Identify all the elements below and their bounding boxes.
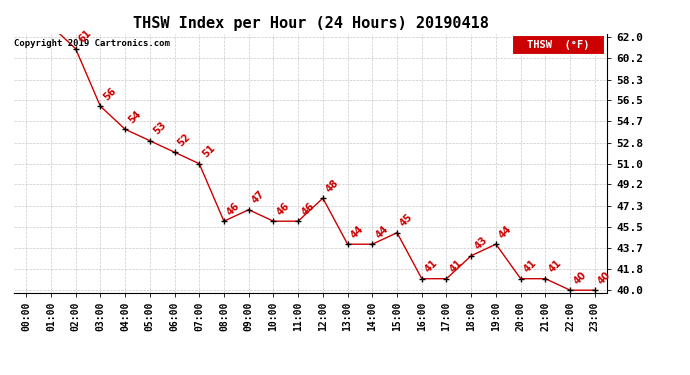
- Text: 41: 41: [423, 258, 440, 274]
- Text: 40: 40: [596, 269, 613, 286]
- Text: 46: 46: [275, 200, 291, 217]
- Text: Copyright 2019 Cartronics.com: Copyright 2019 Cartronics.com: [14, 39, 170, 48]
- Text: 44: 44: [349, 224, 366, 240]
- Text: 54: 54: [126, 108, 143, 125]
- Text: 41: 41: [546, 258, 564, 274]
- Text: 61: 61: [77, 28, 94, 45]
- Text: 63: 63: [0, 374, 1, 375]
- Text: 48: 48: [324, 177, 341, 194]
- Text: 43: 43: [473, 235, 489, 252]
- Text: 40: 40: [571, 269, 588, 286]
- Title: THSW Index per Hour (24 Hours) 20190418: THSW Index per Hour (24 Hours) 20190418: [132, 16, 489, 31]
- Text: 56: 56: [101, 86, 119, 102]
- Text: 46: 46: [299, 200, 316, 217]
- Text: 53: 53: [151, 120, 168, 136]
- Text: 46: 46: [226, 200, 242, 217]
- Text: 44: 44: [497, 224, 514, 240]
- Text: 51: 51: [201, 143, 217, 159]
- Text: 45: 45: [398, 212, 415, 228]
- Text: 41: 41: [448, 258, 464, 274]
- Text: 44: 44: [374, 224, 391, 240]
- Text: 41: 41: [522, 258, 539, 274]
- Text: 52: 52: [176, 131, 193, 148]
- Text: 63: 63: [0, 374, 1, 375]
- Text: 47: 47: [250, 189, 267, 206]
